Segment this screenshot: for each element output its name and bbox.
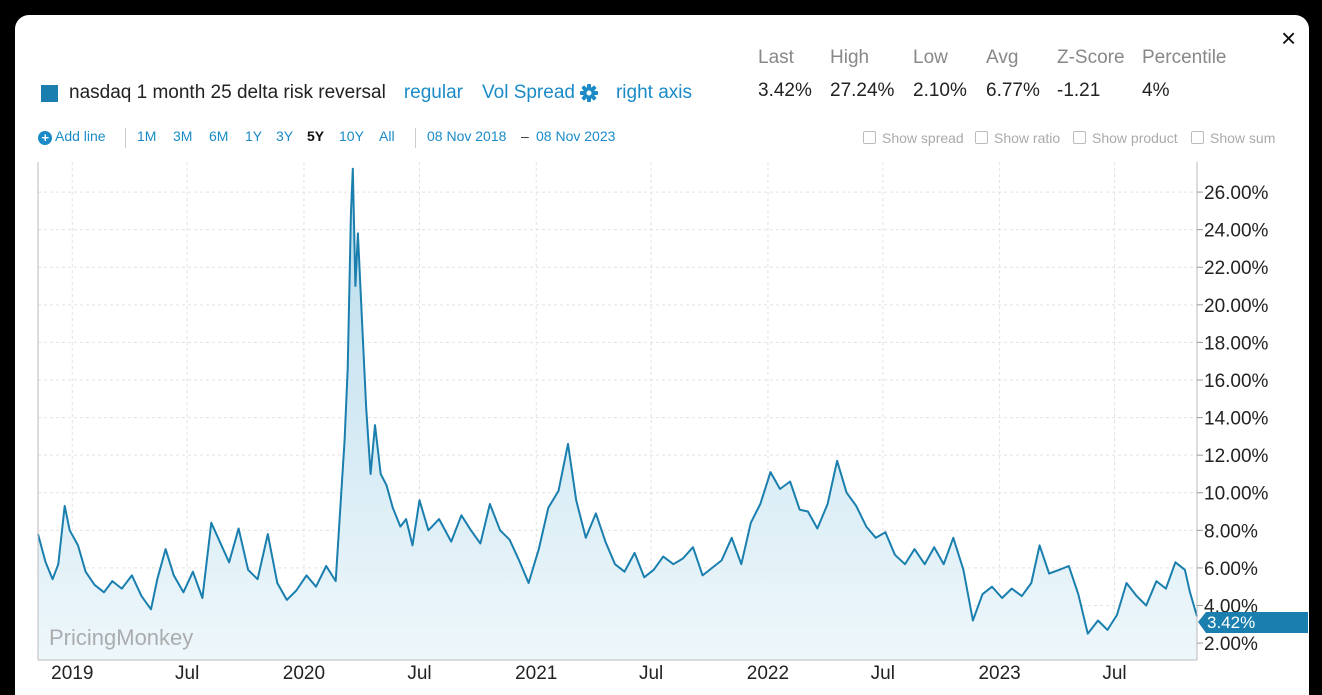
y-tick-label: 2.00%: [1204, 634, 1258, 655]
stat-value: 6.77%: [986, 80, 1040, 101]
last-value-flag: [1198, 612, 1308, 633]
y-tick-label: 22.00%: [1204, 258, 1269, 279]
checkbox-icon: [1073, 131, 1086, 144]
add-line-label: Add line: [55, 128, 106, 144]
stat-header: High: [830, 47, 870, 68]
range-5y[interactable]: 5Y: [307, 128, 325, 144]
x-tick-label: 2022: [747, 663, 789, 684]
watermark: PricingMonkey: [49, 625, 193, 650]
stat-value: -1.21: [1057, 80, 1101, 101]
range-10y[interactable]: 10Y: [339, 128, 364, 144]
divider: [125, 128, 126, 148]
close-icon[interactable]: ×: [1281, 23, 1297, 53]
stat-header: Low: [913, 47, 948, 68]
x-tick-label: Jul: [1102, 663, 1126, 684]
range-3m[interactable]: 3M: [173, 128, 193, 144]
stat-low: Low 2.10%: [913, 47, 967, 102]
x-tick-label: 2020: [283, 663, 325, 684]
stat-percentile: Percentile 4%: [1142, 47, 1227, 102]
date-separator: –: [521, 128, 529, 144]
stat-zscore: Z-Score -1.21: [1057, 47, 1125, 102]
stat-value: 27.24%: [830, 80, 895, 101]
x-tick-label: Jul: [639, 663, 663, 684]
show-product-checkbox[interactable]: Show product: [1073, 130, 1178, 146]
plus-icon: +: [38, 131, 52, 145]
series-row: nasdaq 1 month 25 delta risk reversal re…: [41, 82, 692, 104]
x-tick-label: Jul: [871, 663, 895, 684]
x-tick-label: 2023: [978, 663, 1020, 684]
y-tick-label: 6.00%: [1204, 559, 1258, 580]
show-ratio-checkbox[interactable]: Show ratio: [975, 130, 1060, 146]
checkbox-icon: [1191, 131, 1204, 144]
mode-link[interactable]: regular: [403, 82, 463, 103]
x-tick-label: 2019: [51, 663, 93, 684]
stat-value: 2.10%: [913, 80, 967, 101]
stat-avg: Avg 6.77%: [986, 47, 1040, 102]
range-1y[interactable]: 1Y: [245, 128, 263, 144]
x-tick-label: 2021: [515, 663, 557, 684]
checkbox-icon: [975, 131, 988, 144]
series-name: nasdaq 1 month 25 delta risk reversal: [69, 82, 386, 103]
option-label: Show spread: [882, 130, 964, 146]
option-label: Show sum: [1210, 130, 1276, 146]
y-tick-label: 26.00%: [1204, 183, 1269, 204]
stat-header: Last: [758, 47, 794, 68]
option-label: Show ratio: [994, 130, 1061, 146]
y-tick-label: 18.00%: [1204, 333, 1269, 354]
stat-header: Avg: [986, 47, 1019, 68]
stat-last: Last 3.42%: [758, 47, 812, 102]
y-tick-label: 8.00%: [1204, 521, 1258, 542]
y-axis: 2.00%4.00%6.00%8.00%10.00%12.00%14.00%16…: [1197, 183, 1269, 655]
x-axis: 2019 Jul 2020 Jul 2021 Jul 2022 Jul 2023 Jul: [51, 663, 1127, 684]
last-value-label: 3.42%: [1207, 613, 1255, 632]
range-3y[interactable]: 3Y: [276, 128, 294, 144]
y-tick-label: 10.00%: [1204, 484, 1269, 505]
stat-value: 3.42%: [758, 80, 812, 101]
stat-high: High 27.24%: [830, 47, 894, 102]
show-spread-checkbox[interactable]: Show spread: [863, 130, 964, 146]
date-from[interactable]: 08 Nov 2018: [427, 128, 507, 144]
range-1m[interactable]: 1M: [137, 128, 157, 144]
x-tick-label: Jul: [407, 663, 431, 684]
checkbox-icon: [863, 131, 876, 144]
y-tick-label: 20.00%: [1204, 296, 1269, 317]
series-area: [38, 168, 1197, 661]
range-6m[interactable]: 6M: [209, 128, 229, 144]
date-to[interactable]: 08 Nov 2023: [536, 128, 616, 144]
stat-header: Percentile: [1142, 47, 1227, 68]
divider: [415, 128, 416, 148]
series-line: [37, 167, 1198, 635]
axis-link[interactable]: right axis: [615, 82, 692, 103]
y-tick-label: 24.00%: [1204, 221, 1269, 242]
gear-icon[interactable]: [579, 84, 598, 102]
range-all[interactable]: All: [379, 128, 395, 144]
stat-value: 4%: [1142, 80, 1170, 101]
y-tick-label: 16.00%: [1204, 371, 1269, 392]
last-value-marker: 3.42%: [1198, 612, 1308, 633]
y-tick-label: 14.00%: [1204, 409, 1269, 430]
y-tick-label: 12.00%: [1204, 446, 1269, 467]
series-color-swatch[interactable]: [41, 84, 58, 102]
stat-header: Z-Score: [1057, 47, 1125, 68]
add-line-button[interactable]: + Add line: [38, 128, 106, 145]
type-link[interactable]: Vol Spread: [482, 82, 575, 103]
x-tick-label: Jul: [175, 663, 199, 684]
show-sum-checkbox[interactable]: Show sum: [1191, 130, 1275, 146]
option-label: Show product: [1092, 130, 1178, 146]
